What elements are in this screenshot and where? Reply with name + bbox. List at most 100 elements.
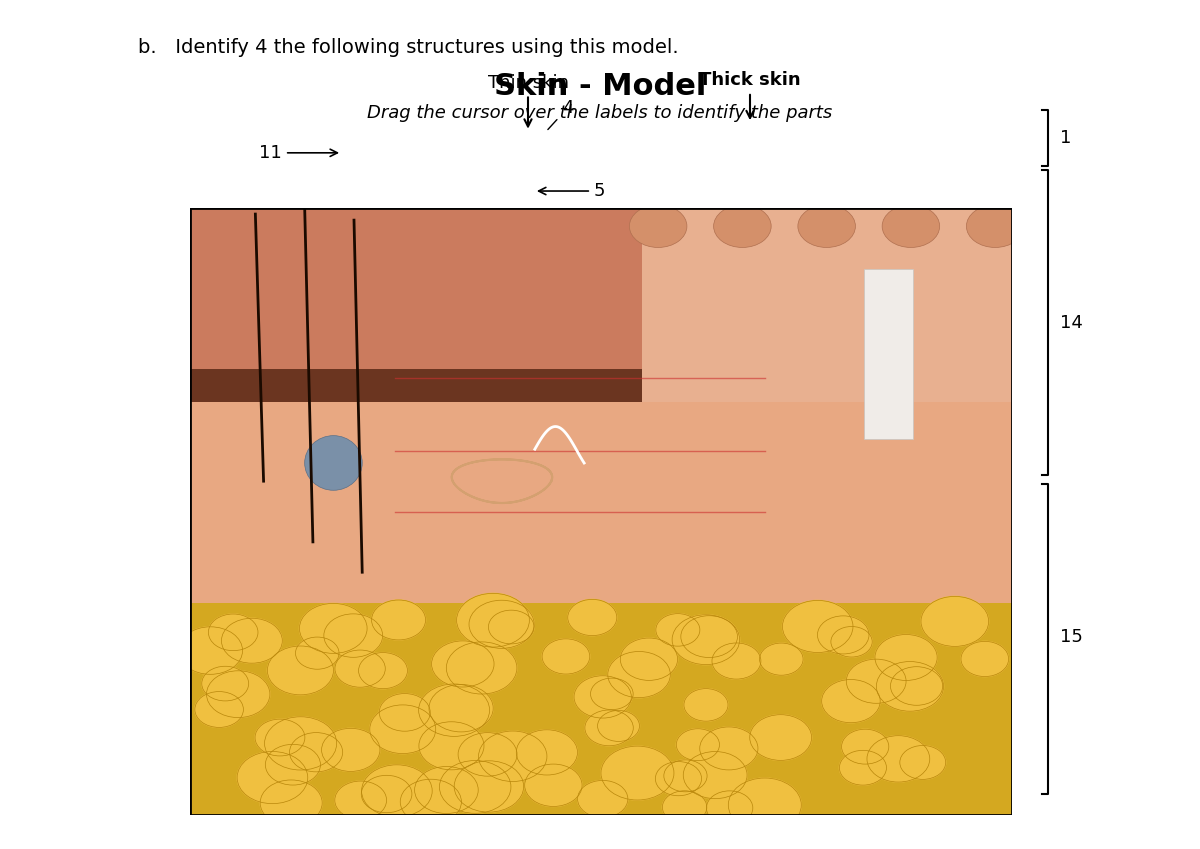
- Circle shape: [620, 638, 678, 680]
- Text: 3: 3: [714, 258, 726, 277]
- Text: Skin - Model: Skin - Model: [494, 72, 706, 101]
- Circle shape: [439, 761, 511, 813]
- Circle shape: [222, 618, 282, 663]
- Circle shape: [469, 600, 534, 649]
- Ellipse shape: [714, 205, 772, 247]
- Circle shape: [415, 767, 479, 813]
- Circle shape: [372, 600, 426, 640]
- Circle shape: [830, 627, 872, 657]
- Circle shape: [264, 717, 337, 770]
- Circle shape: [322, 728, 380, 772]
- Circle shape: [359, 653, 408, 689]
- Circle shape: [268, 646, 334, 694]
- Circle shape: [265, 745, 320, 785]
- Circle shape: [454, 761, 523, 812]
- Circle shape: [524, 764, 582, 807]
- Circle shape: [712, 643, 761, 679]
- Circle shape: [488, 610, 534, 644]
- Text: 12: 12: [199, 258, 313, 277]
- Circle shape: [458, 733, 517, 776]
- Circle shape: [750, 715, 811, 761]
- Circle shape: [361, 765, 432, 817]
- Circle shape: [194, 692, 244, 728]
- Circle shape: [672, 615, 739, 665]
- Circle shape: [446, 642, 517, 694]
- Bar: [190, 603, 1012, 815]
- Circle shape: [577, 780, 628, 818]
- Text: 10: 10: [419, 250, 497, 268]
- Circle shape: [542, 638, 589, 674]
- Text: 5: 5: [539, 182, 606, 200]
- Circle shape: [841, 729, 889, 764]
- Circle shape: [782, 600, 853, 653]
- Circle shape: [662, 790, 707, 824]
- Circle shape: [680, 616, 738, 657]
- Circle shape: [419, 722, 484, 770]
- Circle shape: [260, 780, 322, 826]
- Circle shape: [179, 627, 242, 674]
- Circle shape: [590, 678, 634, 710]
- Circle shape: [324, 614, 383, 657]
- Circle shape: [664, 760, 707, 792]
- Circle shape: [760, 643, 803, 675]
- Circle shape: [656, 614, 700, 646]
- Circle shape: [256, 719, 305, 756]
- Circle shape: [202, 666, 248, 701]
- Circle shape: [401, 779, 461, 824]
- Text: 14: 14: [1060, 313, 1082, 332]
- Circle shape: [361, 775, 412, 812]
- Circle shape: [655, 762, 702, 796]
- Circle shape: [516, 730, 577, 775]
- Bar: [864, 268, 913, 439]
- Circle shape: [876, 661, 943, 711]
- Ellipse shape: [629, 205, 686, 247]
- Circle shape: [920, 596, 989, 646]
- Circle shape: [817, 616, 869, 654]
- Bar: [190, 208, 1012, 378]
- Bar: [190, 368, 1012, 402]
- Circle shape: [607, 651, 671, 698]
- Text: 7: 7: [533, 521, 600, 540]
- Text: 9: 9: [425, 224, 480, 243]
- Ellipse shape: [305, 436, 362, 490]
- Ellipse shape: [798, 205, 856, 247]
- Circle shape: [300, 604, 367, 654]
- Text: 1: 1: [1060, 128, 1070, 147]
- Circle shape: [683, 751, 748, 799]
- Circle shape: [457, 593, 529, 647]
- Circle shape: [707, 791, 752, 825]
- Circle shape: [479, 731, 547, 781]
- Text: 11: 11: [259, 143, 337, 162]
- Text: 13: 13: [205, 377, 283, 396]
- Bar: [190, 208, 642, 368]
- Circle shape: [846, 659, 906, 703]
- Text: Drag the cursor over the labels to identify the parts: Drag the cursor over the labels to ident…: [367, 104, 833, 121]
- Circle shape: [839, 751, 887, 785]
- Circle shape: [584, 710, 634, 745]
- Text: 4: 4: [548, 99, 574, 130]
- Ellipse shape: [966, 205, 1024, 247]
- Circle shape: [428, 684, 493, 732]
- Circle shape: [677, 728, 720, 761]
- Circle shape: [379, 694, 431, 731]
- Circle shape: [684, 689, 728, 721]
- Bar: [642, 208, 1012, 402]
- Text: 15: 15: [1060, 627, 1082, 646]
- Circle shape: [866, 736, 930, 782]
- Circle shape: [961, 641, 1009, 677]
- Bar: [190, 378, 1012, 603]
- Text: b.   Identify 4 the following structures using this model.: b. Identify 4 the following structures u…: [138, 38, 679, 57]
- Circle shape: [890, 666, 943, 706]
- Ellipse shape: [882, 205, 940, 247]
- Circle shape: [238, 751, 307, 804]
- Circle shape: [295, 637, 340, 669]
- Circle shape: [601, 746, 674, 800]
- Circle shape: [209, 614, 258, 650]
- Circle shape: [206, 671, 270, 717]
- Circle shape: [574, 676, 631, 718]
- Circle shape: [432, 641, 494, 687]
- Circle shape: [335, 650, 385, 687]
- Circle shape: [568, 599, 617, 636]
- Text: 6: 6: [635, 309, 695, 328]
- Circle shape: [289, 733, 343, 772]
